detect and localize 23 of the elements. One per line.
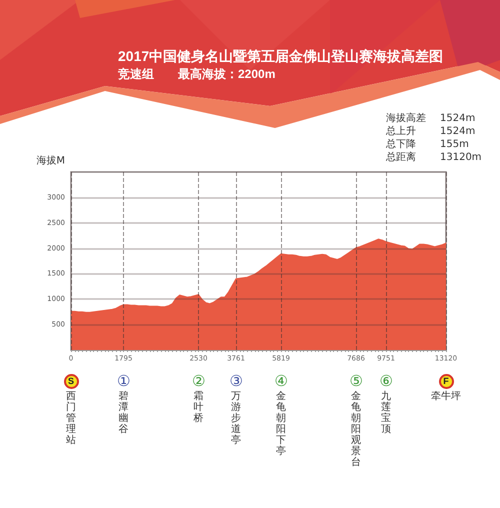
text: 总上升 1524m: [386, 126, 476, 137]
text: 万游步道亭: [230, 391, 242, 446]
text: ⑥: [380, 372, 393, 390]
chart-subtitle: 竞速组 最高海拔：2200m: [117, 67, 276, 81]
text: 牵牛坪: [431, 391, 461, 402]
text: 九莲宝顶: [380, 391, 392, 435]
text: 金龟朝阳观景台: [350, 391, 362, 468]
text: F: [438, 374, 454, 388]
text: ④: [274, 372, 288, 390]
text: S: [64, 374, 78, 388]
y-axis-title: 海拔M: [36, 154, 65, 166]
text: 总下降 155m: [386, 139, 469, 150]
text: ②: [192, 372, 206, 390]
text: 总距离 13120m: [386, 152, 482, 163]
text: ⑤: [350, 372, 363, 390]
text: 碧潭幽谷: [118, 391, 129, 435]
text: 金龟朝阳下亭: [276, 391, 286, 457]
text: ①: [117, 372, 130, 390]
text: 海拔高差 1524m: [386, 113, 476, 124]
text: 西门管理站: [66, 391, 76, 446]
text: ③: [230, 372, 243, 390]
chart-title: 2017中国健身名山暨第五届金佛山登山赛海拔高差图: [118, 48, 444, 64]
text: 霜叶桥: [193, 391, 204, 424]
